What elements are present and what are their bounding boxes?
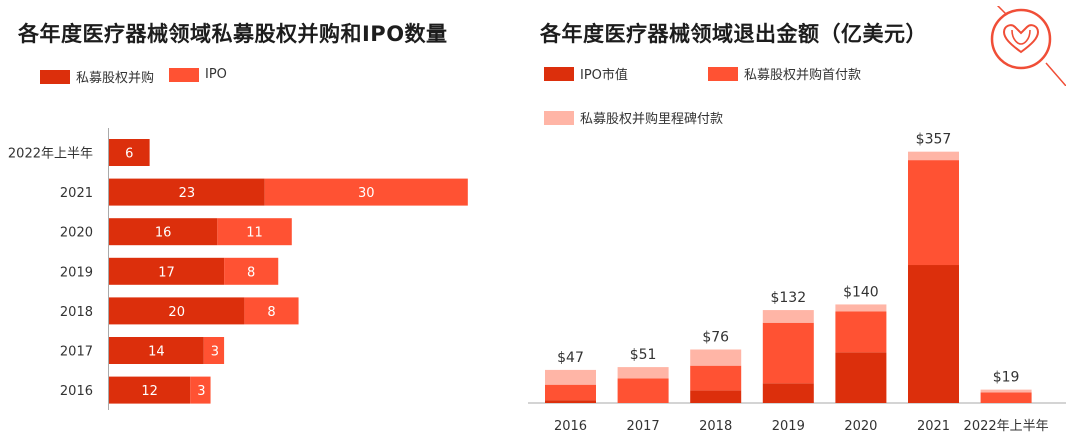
data-label: 20 xyxy=(168,305,185,320)
bar-segment xyxy=(980,389,1032,393)
bar-segment xyxy=(908,151,959,161)
total-label: $19 xyxy=(993,370,1020,386)
bar-segment xyxy=(690,349,742,366)
data-label: 11 xyxy=(246,226,263,241)
data-label: 12 xyxy=(141,384,158,399)
data-label: 14 xyxy=(148,345,165,360)
bar-segment xyxy=(109,337,204,364)
logo-ring xyxy=(990,8,1052,70)
data-label: 3 xyxy=(197,384,205,399)
left-chart-title: 各年度医疗器械领域私募股权并购和IPO数量 xyxy=(18,22,448,46)
bar-segment xyxy=(109,218,218,246)
y-tick-label: 2016 xyxy=(60,384,93,399)
x-tick-label: 2019 xyxy=(772,419,805,434)
y-tick-label: 2019 xyxy=(60,265,93,280)
bar-segment xyxy=(545,384,596,401)
right-legend-milestone: 私募股权并购里程碑付款 xyxy=(544,108,723,127)
bar-segment xyxy=(690,390,742,403)
bar-segment xyxy=(545,369,596,385)
bar-segment xyxy=(244,297,299,325)
bar-segment xyxy=(264,178,468,206)
legend-swatch xyxy=(544,110,574,125)
x-tick-label: 2018 xyxy=(699,419,732,434)
legend-swatch xyxy=(708,66,738,81)
data-label: 17 xyxy=(158,265,175,280)
x-tick-label: 2016 xyxy=(554,419,587,434)
legend-label: IPO xyxy=(205,67,227,82)
total-label: $76 xyxy=(702,329,729,345)
right-legend-upfront: 私募股权并购首付款 xyxy=(708,64,861,83)
y-tick-label: 2020 xyxy=(60,226,93,241)
y-tick-label: 2022年上半年 xyxy=(8,147,93,162)
total-label: $357 xyxy=(916,132,952,148)
right-legend-ipo-value: IPO市值 xyxy=(544,64,628,83)
bar-segment xyxy=(835,352,887,403)
data-label: 8 xyxy=(247,265,255,280)
bar-segment xyxy=(109,257,225,285)
logo-diagonal-top xyxy=(996,6,1007,15)
bar-segment xyxy=(545,400,596,403)
left-legend-pe-ma: 私募股权并购 xyxy=(40,67,154,86)
legend-label: IPO市值 xyxy=(580,68,628,83)
bar-segment xyxy=(190,376,211,404)
total-label: $140 xyxy=(843,284,879,300)
data-label: 3 xyxy=(211,345,219,360)
x-tick-label: 2021 xyxy=(917,419,950,434)
legend-swatch xyxy=(40,69,70,84)
x-tick-label: 2020 xyxy=(844,419,877,434)
legend-label: 私募股权并购 xyxy=(76,71,155,86)
bar-segment xyxy=(762,322,814,384)
logo-stethoscope xyxy=(1011,29,1031,45)
data-label: 6 xyxy=(125,147,133,162)
bar-segment xyxy=(109,178,265,206)
bar-segment xyxy=(224,257,279,285)
bar-segment xyxy=(908,160,959,266)
bar-segment xyxy=(835,311,887,353)
bar-segment xyxy=(835,304,887,312)
y-tick-label: 2017 xyxy=(60,345,93,360)
bar-segment xyxy=(617,378,669,403)
total-label: $51 xyxy=(630,347,657,363)
bar-segment xyxy=(217,218,292,246)
bar-segment xyxy=(109,139,150,166)
bar-segment xyxy=(762,310,814,323)
bar-segment xyxy=(762,383,814,403)
bar-segment xyxy=(980,392,1032,403)
x-tick-label: 2022年上半年 xyxy=(964,419,1049,434)
y-tick-label: 2018 xyxy=(60,305,93,320)
data-label: 16 xyxy=(155,226,172,241)
data-label: 8 xyxy=(267,305,275,320)
total-label: $47 xyxy=(557,350,584,366)
legend-swatch xyxy=(544,66,574,81)
data-label: 30 xyxy=(358,186,375,201)
data-label: 23 xyxy=(179,186,196,201)
legend-swatch xyxy=(169,67,199,82)
logo-diagonal-bottom xyxy=(1045,62,1066,86)
bar-segment xyxy=(908,265,959,403)
bar-segment xyxy=(109,376,191,404)
left-legend-ipo: IPO xyxy=(169,67,227,82)
x-tick-label: 2017 xyxy=(627,419,660,434)
right-chart-title: 各年度医疗器械领域退出金额（亿美元） xyxy=(540,22,927,46)
bar-segment xyxy=(617,367,669,379)
legend-label: 私募股权并购里程碑付款 xyxy=(580,112,724,127)
legend-label: 私募股权并购首付款 xyxy=(744,68,862,83)
bar-segment xyxy=(690,365,742,391)
bar-segment xyxy=(203,337,225,364)
heart-stethoscope-icon xyxy=(990,6,1066,86)
bar-segment xyxy=(109,297,245,325)
logo-heart xyxy=(1002,24,1040,54)
y-tick-label: 2021 xyxy=(60,186,93,201)
total-label: $132 xyxy=(770,290,806,306)
